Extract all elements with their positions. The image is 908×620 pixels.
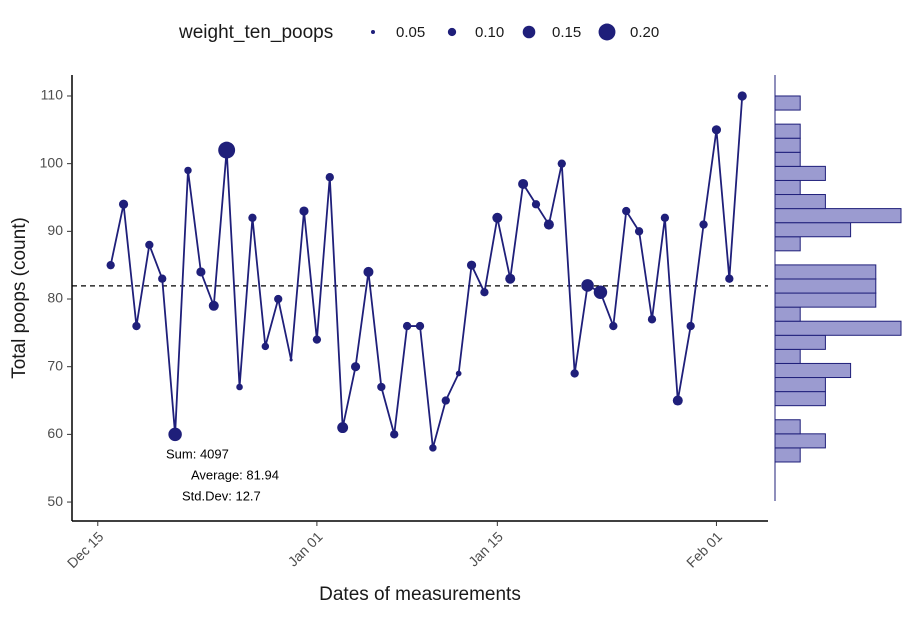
point <box>711 125 722 135</box>
point <box>505 273 516 284</box>
hist-bar <box>774 433 826 449</box>
point <box>236 383 243 391</box>
point <box>672 395 683 406</box>
point <box>429 444 437 452</box>
point <box>570 369 579 378</box>
point <box>647 315 657 324</box>
legend-label: 0.20 <box>630 24 659 41</box>
point <box>145 240 154 250</box>
point <box>299 206 309 216</box>
hist-bar <box>774 292 877 308</box>
point <box>492 212 503 223</box>
point <box>325 173 334 182</box>
point <box>261 342 270 351</box>
annotation: Average: 81.94 <box>191 467 279 482</box>
point <box>660 213 670 222</box>
point <box>184 166 192 175</box>
legend-key <box>522 25 536 39</box>
point <box>390 430 399 439</box>
point <box>132 321 141 331</box>
hist-bar <box>774 419 801 435</box>
point <box>699 220 708 229</box>
y-tick-label: 100 <box>40 154 64 170</box>
hist-bar <box>774 137 801 153</box>
point <box>118 199 129 209</box>
point <box>415 321 425 331</box>
hist-bar <box>774 306 801 322</box>
hist-bar <box>774 123 801 139</box>
hist-bar <box>774 320 902 336</box>
point <box>557 159 566 168</box>
hist-bar <box>774 362 852 379</box>
hist-bar <box>774 391 826 407</box>
point <box>363 266 374 277</box>
hist-bar <box>774 194 826 210</box>
point <box>609 321 618 331</box>
point <box>593 285 608 299</box>
point <box>274 294 283 304</box>
point <box>455 370 462 377</box>
hist-bar <box>774 278 877 294</box>
point <box>248 213 257 222</box>
point <box>518 178 529 189</box>
x-tick-label: Jan 01 <box>285 528 326 569</box>
legend-key <box>447 27 457 37</box>
legend-key <box>371 30 375 34</box>
y-tick-label: 90 <box>47 222 63 238</box>
legend-key <box>598 23 616 41</box>
point <box>686 321 695 331</box>
y-tick-label: 50 <box>47 493 63 509</box>
legend-title: weight_ten_poops <box>178 22 333 43</box>
hist-bar <box>774 334 826 350</box>
point <box>543 219 554 230</box>
annotation: Sum: 4097 <box>166 446 229 461</box>
y-tick-label: 80 <box>47 290 63 306</box>
point <box>402 321 412 331</box>
legend-label: 0.05 <box>396 24 425 41</box>
hist-bar <box>774 165 826 181</box>
y-axis-label: Total poops (count) <box>9 217 30 379</box>
point <box>312 335 322 344</box>
hist-bar <box>774 222 852 238</box>
point <box>622 206 631 216</box>
x-axis-label: Dates of measurements <box>319 584 521 605</box>
point <box>480 288 489 297</box>
hist-bar <box>774 377 826 393</box>
point <box>158 274 167 283</box>
point <box>531 200 541 209</box>
hist-bar <box>774 264 877 280</box>
point <box>337 422 349 434</box>
point <box>466 260 477 270</box>
hist-bar <box>774 151 801 167</box>
point <box>218 141 236 159</box>
point <box>106 261 115 270</box>
y-tick-label: 110 <box>41 87 64 103</box>
point <box>737 91 747 101</box>
point <box>208 300 219 311</box>
legend-label: 0.15 <box>552 24 581 41</box>
hist-bar <box>774 208 902 224</box>
y-tick-label: 60 <box>47 425 63 441</box>
point <box>634 227 644 236</box>
x-tick-label: Dec 15 <box>64 528 107 571</box>
hist-bar <box>774 179 801 196</box>
hist-bar <box>774 348 801 364</box>
hist-bar <box>774 447 801 463</box>
point <box>441 396 450 405</box>
point <box>725 274 734 283</box>
annotation: Std.Dev: 12.7 <box>182 488 261 503</box>
point <box>581 279 594 292</box>
y-tick-label: 70 <box>47 357 63 373</box>
point <box>196 267 206 277</box>
hist-bar <box>774 236 801 252</box>
point <box>350 362 361 372</box>
x-tick-label: Jan 15 <box>465 528 506 569</box>
point <box>289 358 293 362</box>
x-tick-label: Feb 01 <box>683 528 725 570</box>
legend-label: 0.10 <box>475 24 504 41</box>
point <box>377 382 386 392</box>
point <box>168 427 182 442</box>
hist-bar <box>774 95 801 111</box>
